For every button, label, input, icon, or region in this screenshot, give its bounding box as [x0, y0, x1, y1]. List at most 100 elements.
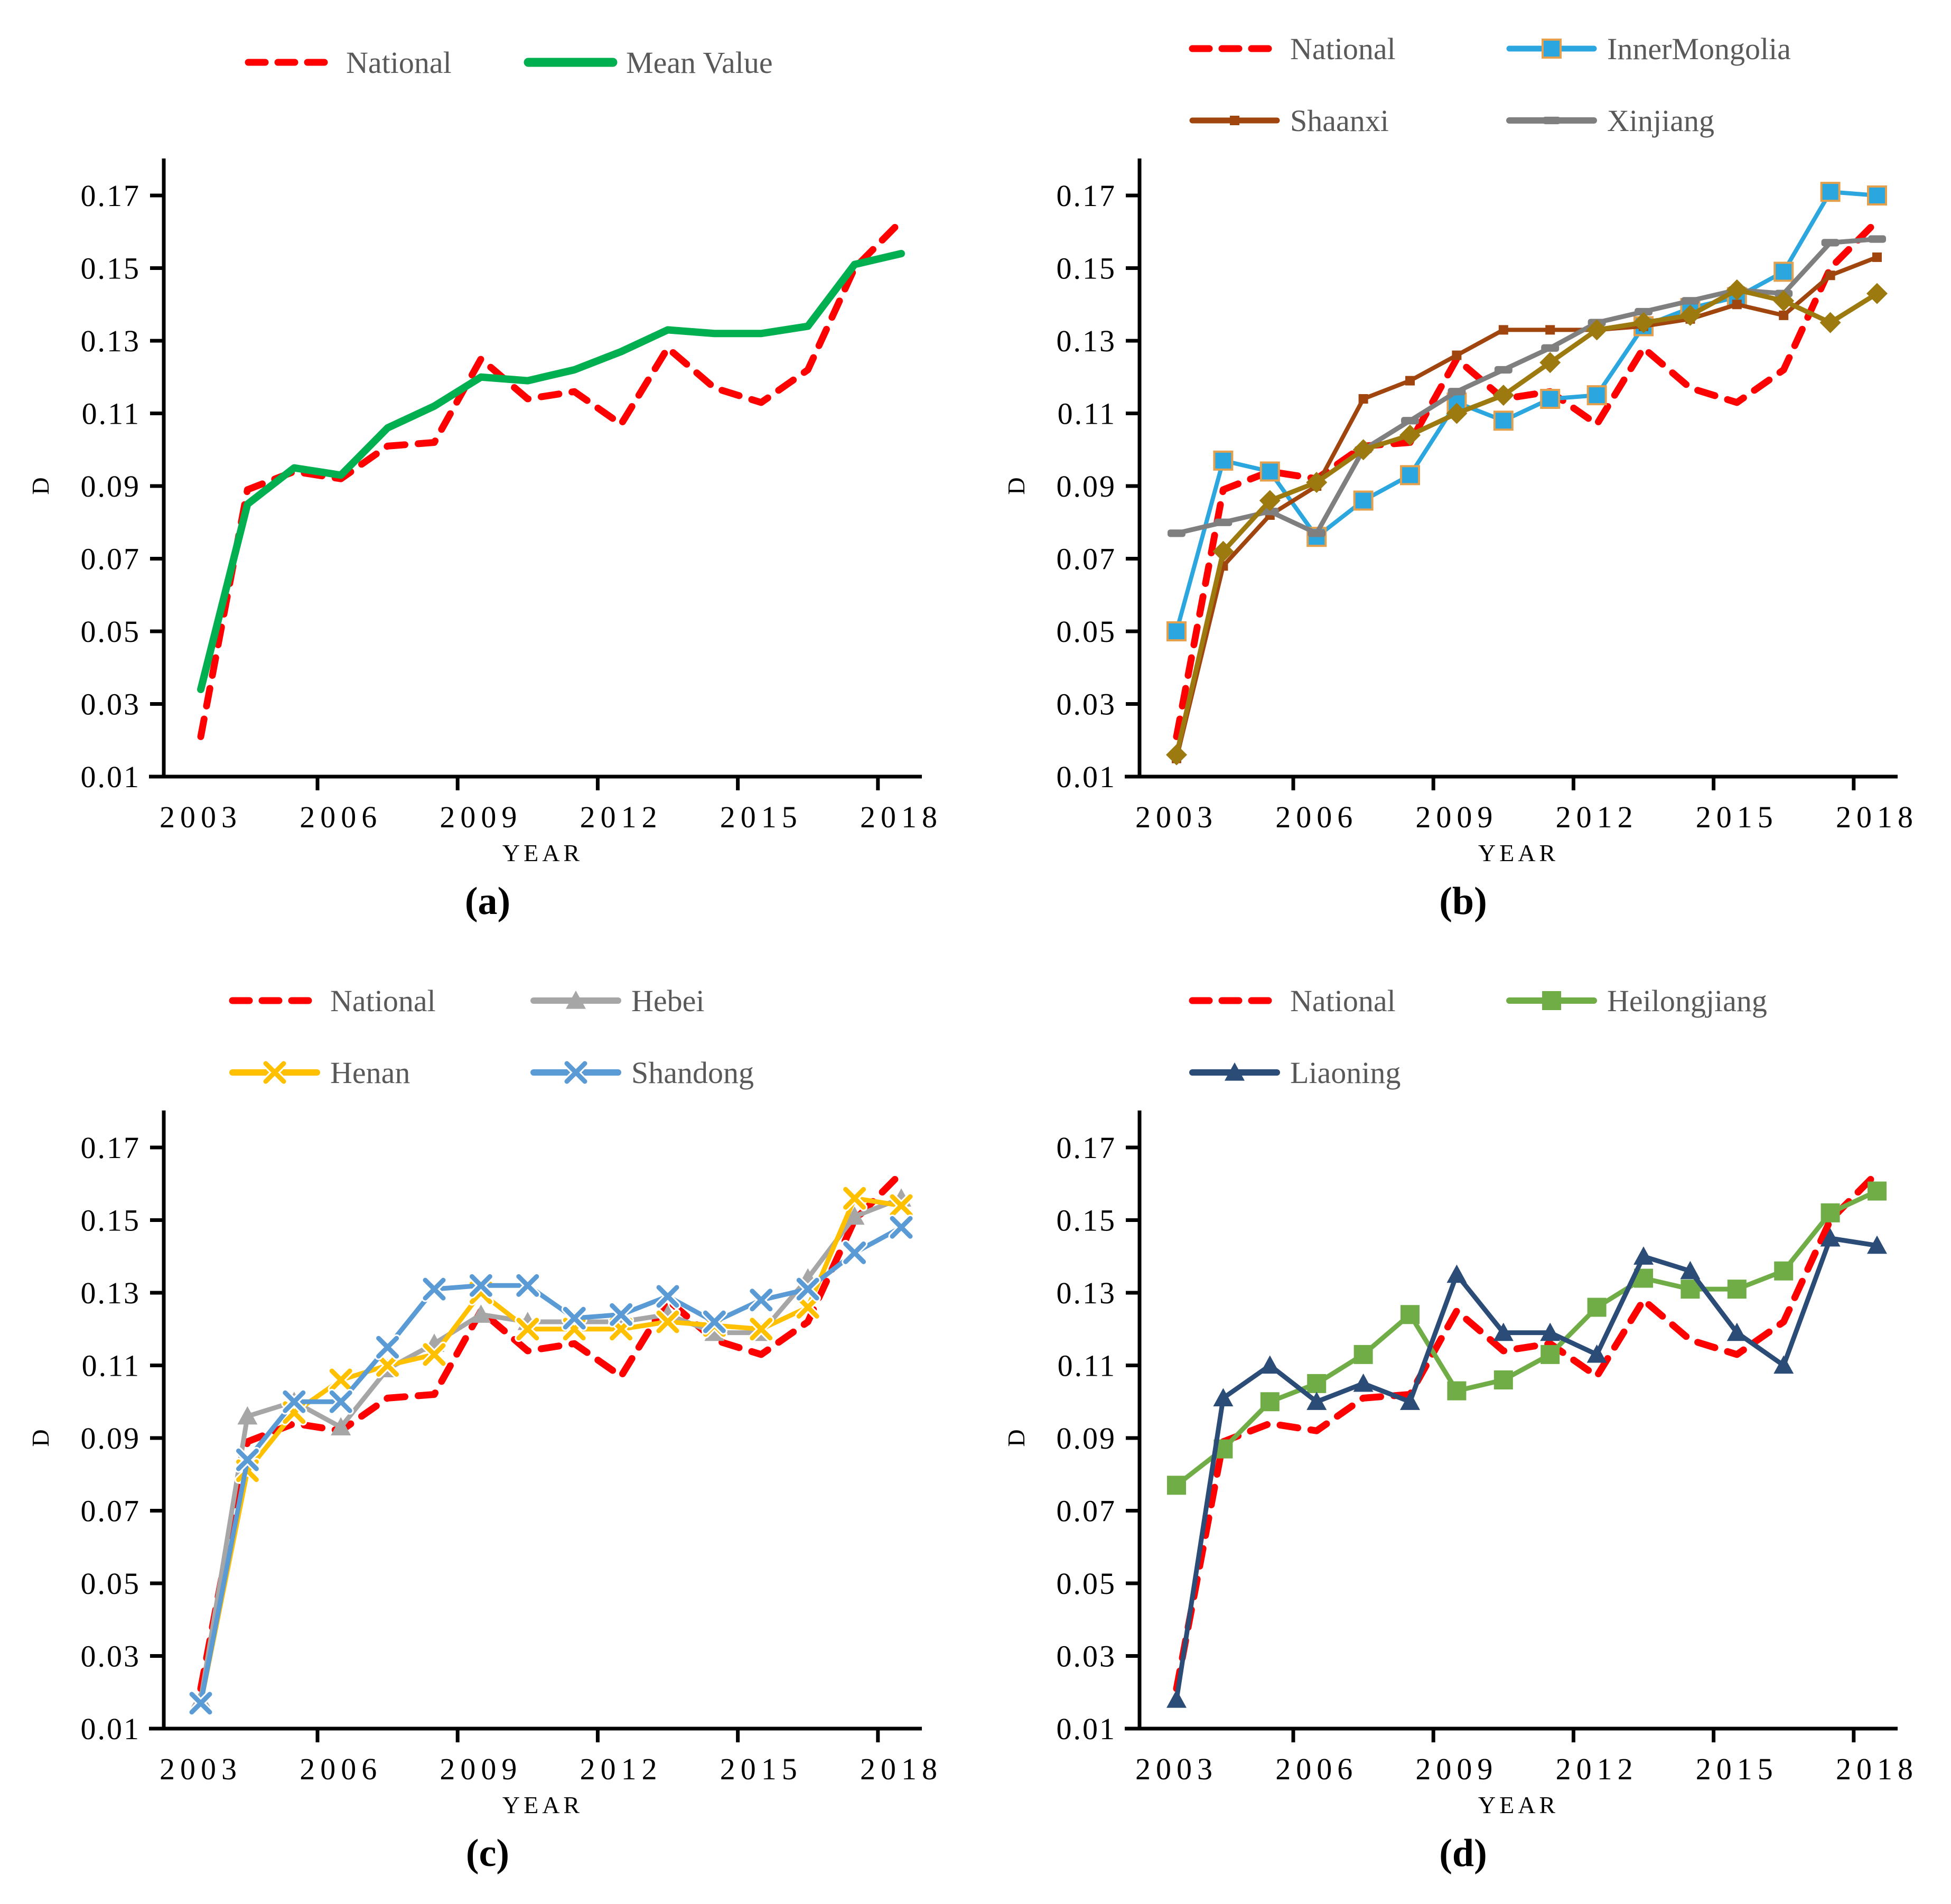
x-tick-label: 2009 [440, 800, 522, 834]
series-line [1174, 1236, 1879, 1702]
series-marker [1681, 297, 1699, 305]
series-marker [1773, 1261, 1793, 1281]
series-marker [1540, 1345, 1560, 1364]
legend-item-mean-value: Mean Value [524, 45, 773, 80]
series-xinjiang [1167, 235, 1886, 537]
series-marker [328, 1367, 354, 1393]
panel-b: National InnerMongolia Shaanxi Xinjiang 0.01… [975, 0, 1951, 952]
series-national [1173, 217, 1880, 740]
caption-b: (b) [1439, 880, 1487, 923]
x-tick-label: 2003 [1135, 1752, 1218, 1786]
series-marker [1539, 352, 1561, 374]
y-tick-label: 0.07 [81, 542, 141, 576]
y-tick-label: 0.07 [1056, 1494, 1116, 1528]
x-tick-label: 2003 [160, 1752, 242, 1786]
chart-d: National Heilongjiang Liaoning 0.01 0.03 0.05… [1003, 984, 1913, 1818]
panel-c: National Hebei Henan Shandong 0.01 0.03 0.05 0.… [0, 952, 975, 1904]
series-national [197, 1169, 905, 1692]
series-marker [1165, 744, 1187, 766]
series-marker [1399, 1392, 1420, 1410]
y-tick-label: 0.01 [1056, 1712, 1116, 1746]
y-tick-label: 0.05 [1056, 614, 1116, 649]
series-marker [1353, 1345, 1373, 1364]
series-marker [1358, 394, 1368, 404]
y-tick-label: 0.11 [1057, 397, 1116, 431]
series-heilongjiang [1166, 1181, 1887, 1495]
series-marker [1212, 450, 1233, 471]
series-marker [1586, 385, 1607, 406]
series-marker [468, 1272, 494, 1299]
x-tick-label: 2015 [720, 1752, 802, 1786]
series-marker [1213, 518, 1232, 526]
series-marker [234, 1446, 260, 1473]
legend-label: Mean Value [626, 45, 773, 80]
y-tick-label: 0.03 [1056, 1639, 1116, 1674]
series-marker [1447, 388, 1465, 396]
series-marker [1586, 1344, 1607, 1363]
x-tick-label: 2012 [580, 1752, 662, 1786]
series-marker [375, 1334, 401, 1360]
legend-label: National [1290, 32, 1396, 66]
x-tick-label: 2018 [860, 1752, 942, 1786]
y-tick-label: 0.09 [81, 1421, 141, 1455]
legend: National Heilongjiang Liaoning [1189, 984, 1767, 1090]
series-line [198, 1225, 904, 1706]
series-marker [1353, 1373, 1374, 1392]
series-shandong [188, 1214, 914, 1716]
legend-label: Xinjiang [1607, 104, 1714, 138]
x-tick-label: 2018 [860, 800, 942, 834]
series-marker [1772, 290, 1794, 312]
legend-swatch-marker [1542, 991, 1561, 1010]
x-tick-label: 2009 [440, 1752, 522, 1786]
y-tick-label: 0.03 [81, 1639, 141, 1674]
series-marker [1445, 403, 1467, 424]
y-tick-label: 0.17 [81, 179, 141, 213]
series-marker [1866, 185, 1887, 206]
y-tick-label: 0.13 [81, 1276, 141, 1310]
panel-d: National Heilongjiang Liaoning 0.01 0.03 0.05… [975, 952, 1951, 1904]
y-tick-label: 0.05 [81, 1566, 141, 1601]
series-marker [655, 1283, 681, 1310]
series-marker [1446, 1264, 1467, 1283]
series-marker [1260, 1392, 1280, 1412]
y-tick-label: 0.07 [1056, 542, 1116, 576]
series-marker [1493, 410, 1514, 431]
legend-label: Shaanxi [1290, 104, 1389, 138]
y-tick-label: 0.17 [81, 1131, 141, 1165]
series-liaoning [1166, 1228, 1887, 1708]
chart-b: National InnerMongolia Shaanxi Xinjiang 0.01… [1003, 32, 1918, 866]
legend-label: National [1290, 984, 1396, 1018]
series-marker [1400, 1305, 1420, 1324]
x-tick-label: 2018 [1836, 800, 1918, 834]
series-line [1173, 217, 1880, 740]
series-line [1173, 1169, 1880, 1692]
y-tick-label: 0.15 [81, 1203, 141, 1238]
legend-item-shaanxi: Shaanxi [1189, 104, 1389, 138]
series-line [198, 1196, 904, 1702]
series-marker [608, 1301, 634, 1328]
series-marker [1212, 1388, 1233, 1406]
series-marker [1825, 270, 1835, 281]
series-marker [795, 1294, 821, 1320]
caption-c: (c) [465, 1832, 510, 1875]
y-tick-label: 0.17 [1056, 1131, 1116, 1165]
x-tick-label: 2015 [1695, 800, 1778, 834]
legend-item-national: National [1189, 984, 1396, 1018]
series-marker [1632, 312, 1654, 333]
y-tick-label: 0.09 [81, 469, 141, 503]
legend-swatch-marker [1229, 116, 1239, 125]
series-marker [421, 1341, 447, 1368]
y-tick-label: 0.05 [1056, 1566, 1116, 1601]
series-marker [1819, 312, 1841, 333]
axes: 0.01 0.03 0.05 0.07 0.09 0.11 0.13 0.15 0.17 2003… [81, 158, 942, 834]
legend-item-hebei: Hebei [530, 984, 705, 1018]
legend-label: Henan [330, 1056, 410, 1090]
series-marker [281, 1388, 307, 1415]
series-henan [188, 1185, 914, 1716]
axes: 0.01 0.03 0.05 0.07 0.09 0.11 0.13 0.15 0.17 2003… [81, 1110, 942, 1786]
legend-item-heilongjiang: Heilongjiang [1506, 984, 1767, 1018]
y-tick-label: 0.03 [81, 687, 141, 722]
x-tick-label: 2006 [300, 1752, 382, 1786]
